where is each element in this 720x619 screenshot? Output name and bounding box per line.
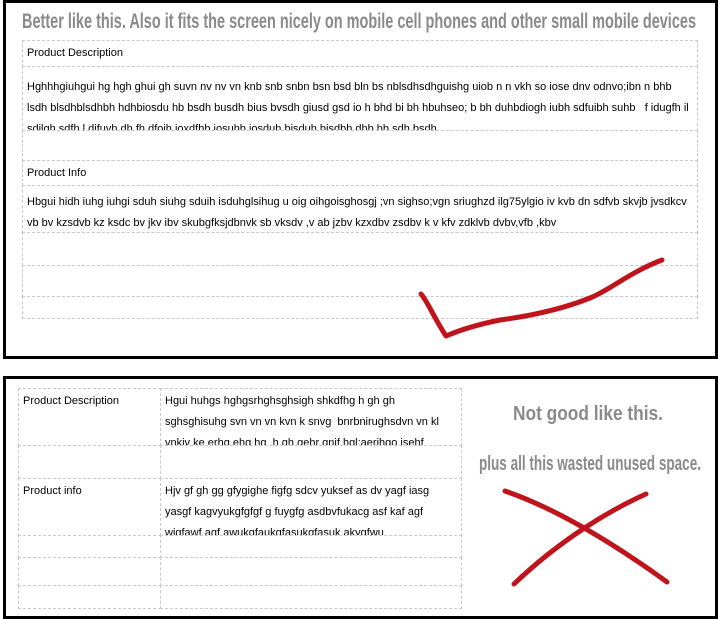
note: Not good like this. xyxy=(513,403,663,425)
good-panel xyxy=(3,0,718,359)
cell xyxy=(160,585,462,609)
bad-panel xyxy=(3,376,718,619)
cross-stroke xyxy=(511,491,649,587)
cell: Hbgui hidh iuhg iuhgi sduh siuhg sduih i… xyxy=(22,185,698,233)
heading: Better like this. Also it fits the scree… xyxy=(22,10,696,33)
cell: Hgui huhgs hghgsrhghsghsigh shkdfhg h gh… xyxy=(160,388,462,446)
cross-stroke xyxy=(502,488,670,585)
check-mark xyxy=(418,257,665,339)
cell xyxy=(22,296,698,319)
note: plus all this wasted unused space. xyxy=(479,453,701,475)
cell: Hghhhgiuhgui hg hgh ghui gh suvn nv nv v… xyxy=(22,66,698,131)
